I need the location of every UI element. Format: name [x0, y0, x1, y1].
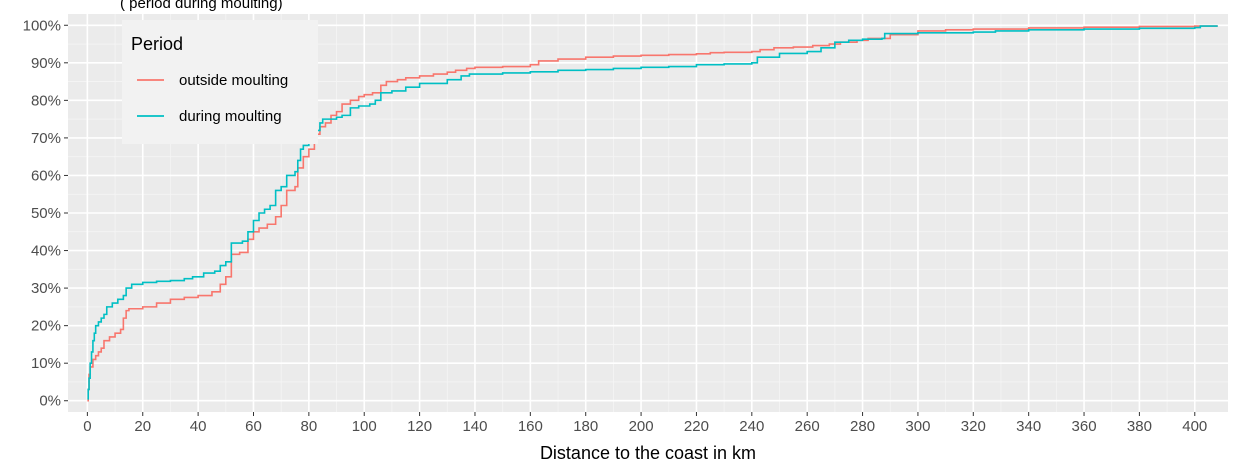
x-tick-label: 240	[739, 418, 764, 435]
y-tick-label: 50%	[31, 205, 61, 222]
y-tick-label: 60%	[31, 167, 61, 184]
x-tick-label: 340	[1016, 418, 1041, 435]
series-lines	[87, 25, 1218, 402]
legend-label-during-moulting: during moulting	[179, 108, 282, 125]
x-tick-label: 280	[850, 418, 875, 435]
legend-background	[122, 20, 318, 144]
x-tick-label: 220	[684, 418, 709, 435]
y-tick-label: 10%	[31, 355, 61, 372]
x-tick-label: 360	[1072, 418, 1097, 435]
y-tick-label: 100%	[23, 17, 61, 34]
x-tick-label: 20	[134, 418, 151, 435]
series-line-during-moulting	[87, 25, 1218, 400]
y-tick-label: 90%	[31, 55, 61, 72]
x-tick-label: 380	[1127, 418, 1152, 435]
y-tick-label: 80%	[31, 92, 61, 109]
y-tick-label: 70%	[31, 130, 61, 147]
y-tick-label: 30%	[31, 280, 61, 297]
y-tick-label: 20%	[31, 318, 61, 335]
x-tick-label: 60	[245, 418, 262, 435]
y-tick-label: 0%	[39, 393, 61, 410]
x-tick-label: 40	[190, 418, 207, 435]
x-tick-label: 200	[629, 418, 654, 435]
legend: Period outside moulting during moulting	[122, 20, 318, 144]
y-axis: 0% 10% 20% 30% 40% 50% 60% 70% 80% 90% 100%	[23, 17, 68, 410]
legend-title: Period	[131, 34, 183, 54]
x-tick-label: 0	[83, 418, 91, 435]
x-tick-label: 260	[795, 418, 820, 435]
top-note-text: ( period during moulting)	[120, 0, 283, 12]
x-tick-label: 180	[573, 418, 598, 435]
x-tick-label: 100	[352, 418, 377, 435]
x-tick-label: 400	[1182, 418, 1207, 435]
legend-label-outside-moulting: outside moulting	[179, 72, 288, 89]
x-tick-label: 140	[462, 418, 487, 435]
x-tick-label: 120	[407, 418, 432, 435]
x-tick-label: 320	[961, 418, 986, 435]
x-tick-label: 80	[301, 418, 318, 435]
x-tick-label: 300	[905, 418, 930, 435]
series-line-outside-moulting	[87, 25, 1218, 402]
x-axis: 0 20 40 60 80 100 120 140 160 180 200 220 240 260 280 3…	[83, 412, 1207, 435]
x-axis-title: Distance to the coast in km	[540, 443, 756, 463]
x-tick-label: 160	[518, 418, 543, 435]
y-tick-label: 40%	[31, 243, 61, 260]
